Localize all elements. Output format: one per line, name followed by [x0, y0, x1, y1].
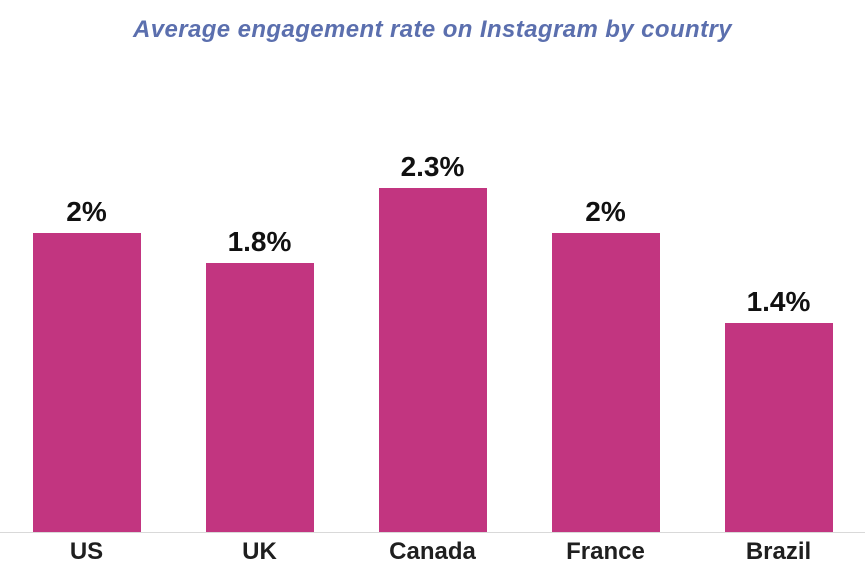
- bar-value-label: 2%: [66, 196, 107, 227]
- bar-value-label: 1.8%: [227, 226, 292, 257]
- bar: [551, 233, 660, 533]
- bar-group: 2.3%: [346, 153, 519, 533]
- bar: [378, 188, 487, 533]
- plot-area: 2% 1.8% 2.3% 2% 1.4%: [0, 63, 865, 533]
- bar: [32, 233, 141, 533]
- bar-value-label: 2.3%: [400, 151, 465, 182]
- chart-title: Average engagement rate on Instagram by …: [133, 16, 732, 43]
- x-tick-label: France: [566, 538, 645, 565]
- x-tick-label: Brazil: [745, 538, 812, 565]
- x-tick-label: Canada: [389, 538, 476, 565]
- bar-group: 1.4%: [692, 288, 865, 533]
- bar: [205, 263, 314, 533]
- bar-group: 2%: [0, 198, 173, 533]
- x-axis-labels: US UK Canada France Brazil: [0, 533, 865, 576]
- bar-group: 1.8%: [173, 228, 346, 533]
- bar: [724, 323, 833, 533]
- bar-group: 2%: [519, 198, 692, 533]
- x-axis-line: [0, 532, 865, 533]
- x-tick-label: UK: [242, 538, 277, 565]
- bar-value-label: 2%: [585, 196, 626, 227]
- bar-value-label: 1.4%: [746, 286, 811, 317]
- x-tick-label: US: [69, 538, 104, 565]
